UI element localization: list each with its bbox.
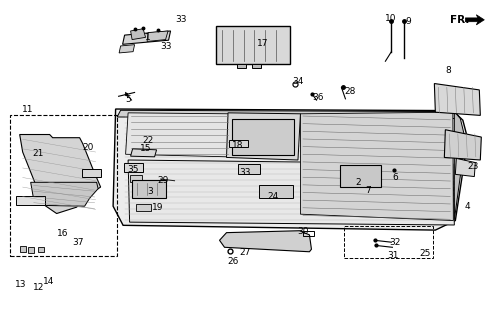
Polygon shape bbox=[434, 84, 480, 116]
Polygon shape bbox=[31, 182, 98, 206]
Text: 35: 35 bbox=[127, 165, 139, 174]
Polygon shape bbox=[226, 113, 301, 160]
Text: 22: 22 bbox=[142, 136, 154, 145]
Bar bbox=[136, 204, 151, 211]
Bar bbox=[304, 231, 315, 236]
Bar bbox=[231, 119, 294, 155]
Text: 26: 26 bbox=[227, 258, 238, 267]
Text: 2: 2 bbox=[355, 178, 361, 187]
Text: 23: 23 bbox=[467, 162, 478, 171]
Bar bbox=[215, 26, 291, 64]
Text: 25: 25 bbox=[420, 250, 431, 259]
Bar bbox=[344, 226, 433, 258]
Polygon shape bbox=[128, 160, 454, 225]
Polygon shape bbox=[465, 15, 484, 25]
Text: 10: 10 bbox=[385, 14, 396, 23]
Text: 28: 28 bbox=[345, 87, 356, 96]
Bar bbox=[260, 185, 294, 197]
Bar bbox=[82, 169, 101, 177]
Polygon shape bbox=[301, 112, 453, 220]
Polygon shape bbox=[126, 113, 230, 157]
Polygon shape bbox=[147, 31, 168, 42]
Bar bbox=[228, 140, 247, 147]
Text: 30: 30 bbox=[297, 227, 309, 236]
Polygon shape bbox=[454, 112, 465, 220]
Polygon shape bbox=[123, 31, 170, 44]
Polygon shape bbox=[219, 231, 312, 252]
Bar bbox=[38, 247, 44, 252]
Text: 21: 21 bbox=[33, 149, 44, 158]
Text: 31: 31 bbox=[387, 251, 399, 260]
Text: 33: 33 bbox=[175, 15, 186, 24]
Text: 19: 19 bbox=[152, 203, 164, 212]
Text: 14: 14 bbox=[43, 276, 54, 285]
Text: 11: 11 bbox=[23, 105, 34, 114]
Text: 6: 6 bbox=[392, 173, 398, 182]
Text: 32: 32 bbox=[390, 238, 401, 247]
Polygon shape bbox=[444, 130, 481, 160]
Bar bbox=[236, 64, 245, 68]
Text: 33: 33 bbox=[240, 168, 252, 177]
Polygon shape bbox=[455, 158, 475, 177]
Text: 13: 13 bbox=[15, 280, 27, 289]
Text: FR.: FR. bbox=[450, 15, 470, 26]
Text: 18: 18 bbox=[232, 141, 244, 150]
Text: 37: 37 bbox=[72, 238, 84, 247]
Text: 8: 8 bbox=[445, 66, 451, 75]
Bar bbox=[10, 116, 117, 256]
Polygon shape bbox=[119, 45, 135, 53]
Polygon shape bbox=[113, 109, 468, 230]
Text: 24: 24 bbox=[268, 192, 279, 201]
Bar bbox=[28, 247, 34, 253]
Bar bbox=[20, 246, 26, 252]
Text: 5: 5 bbox=[125, 95, 131, 104]
Text: 15: 15 bbox=[140, 144, 151, 153]
Text: 20: 20 bbox=[83, 143, 94, 152]
Text: 33: 33 bbox=[160, 42, 171, 52]
Text: 17: 17 bbox=[257, 39, 269, 48]
Text: 34: 34 bbox=[292, 77, 304, 86]
Polygon shape bbox=[117, 110, 460, 119]
Bar bbox=[124, 163, 143, 172]
Text: 12: 12 bbox=[33, 283, 44, 292]
Text: 16: 16 bbox=[58, 229, 69, 238]
Bar bbox=[252, 64, 261, 68]
Text: 29: 29 bbox=[157, 176, 169, 185]
Text: 9: 9 bbox=[405, 17, 411, 26]
Text: 1: 1 bbox=[145, 33, 151, 42]
Bar bbox=[341, 165, 381, 187]
Bar bbox=[238, 164, 261, 174]
Polygon shape bbox=[131, 149, 157, 157]
Bar bbox=[16, 196, 45, 205]
Text: 36: 36 bbox=[312, 93, 324, 102]
Text: 7: 7 bbox=[365, 186, 371, 195]
Bar bbox=[130, 175, 142, 182]
Polygon shape bbox=[20, 134, 101, 213]
Text: 4: 4 bbox=[465, 202, 470, 211]
Text: 3: 3 bbox=[148, 188, 153, 196]
Bar bbox=[132, 180, 165, 198]
Text: 27: 27 bbox=[240, 248, 251, 257]
Polygon shape bbox=[131, 29, 146, 40]
